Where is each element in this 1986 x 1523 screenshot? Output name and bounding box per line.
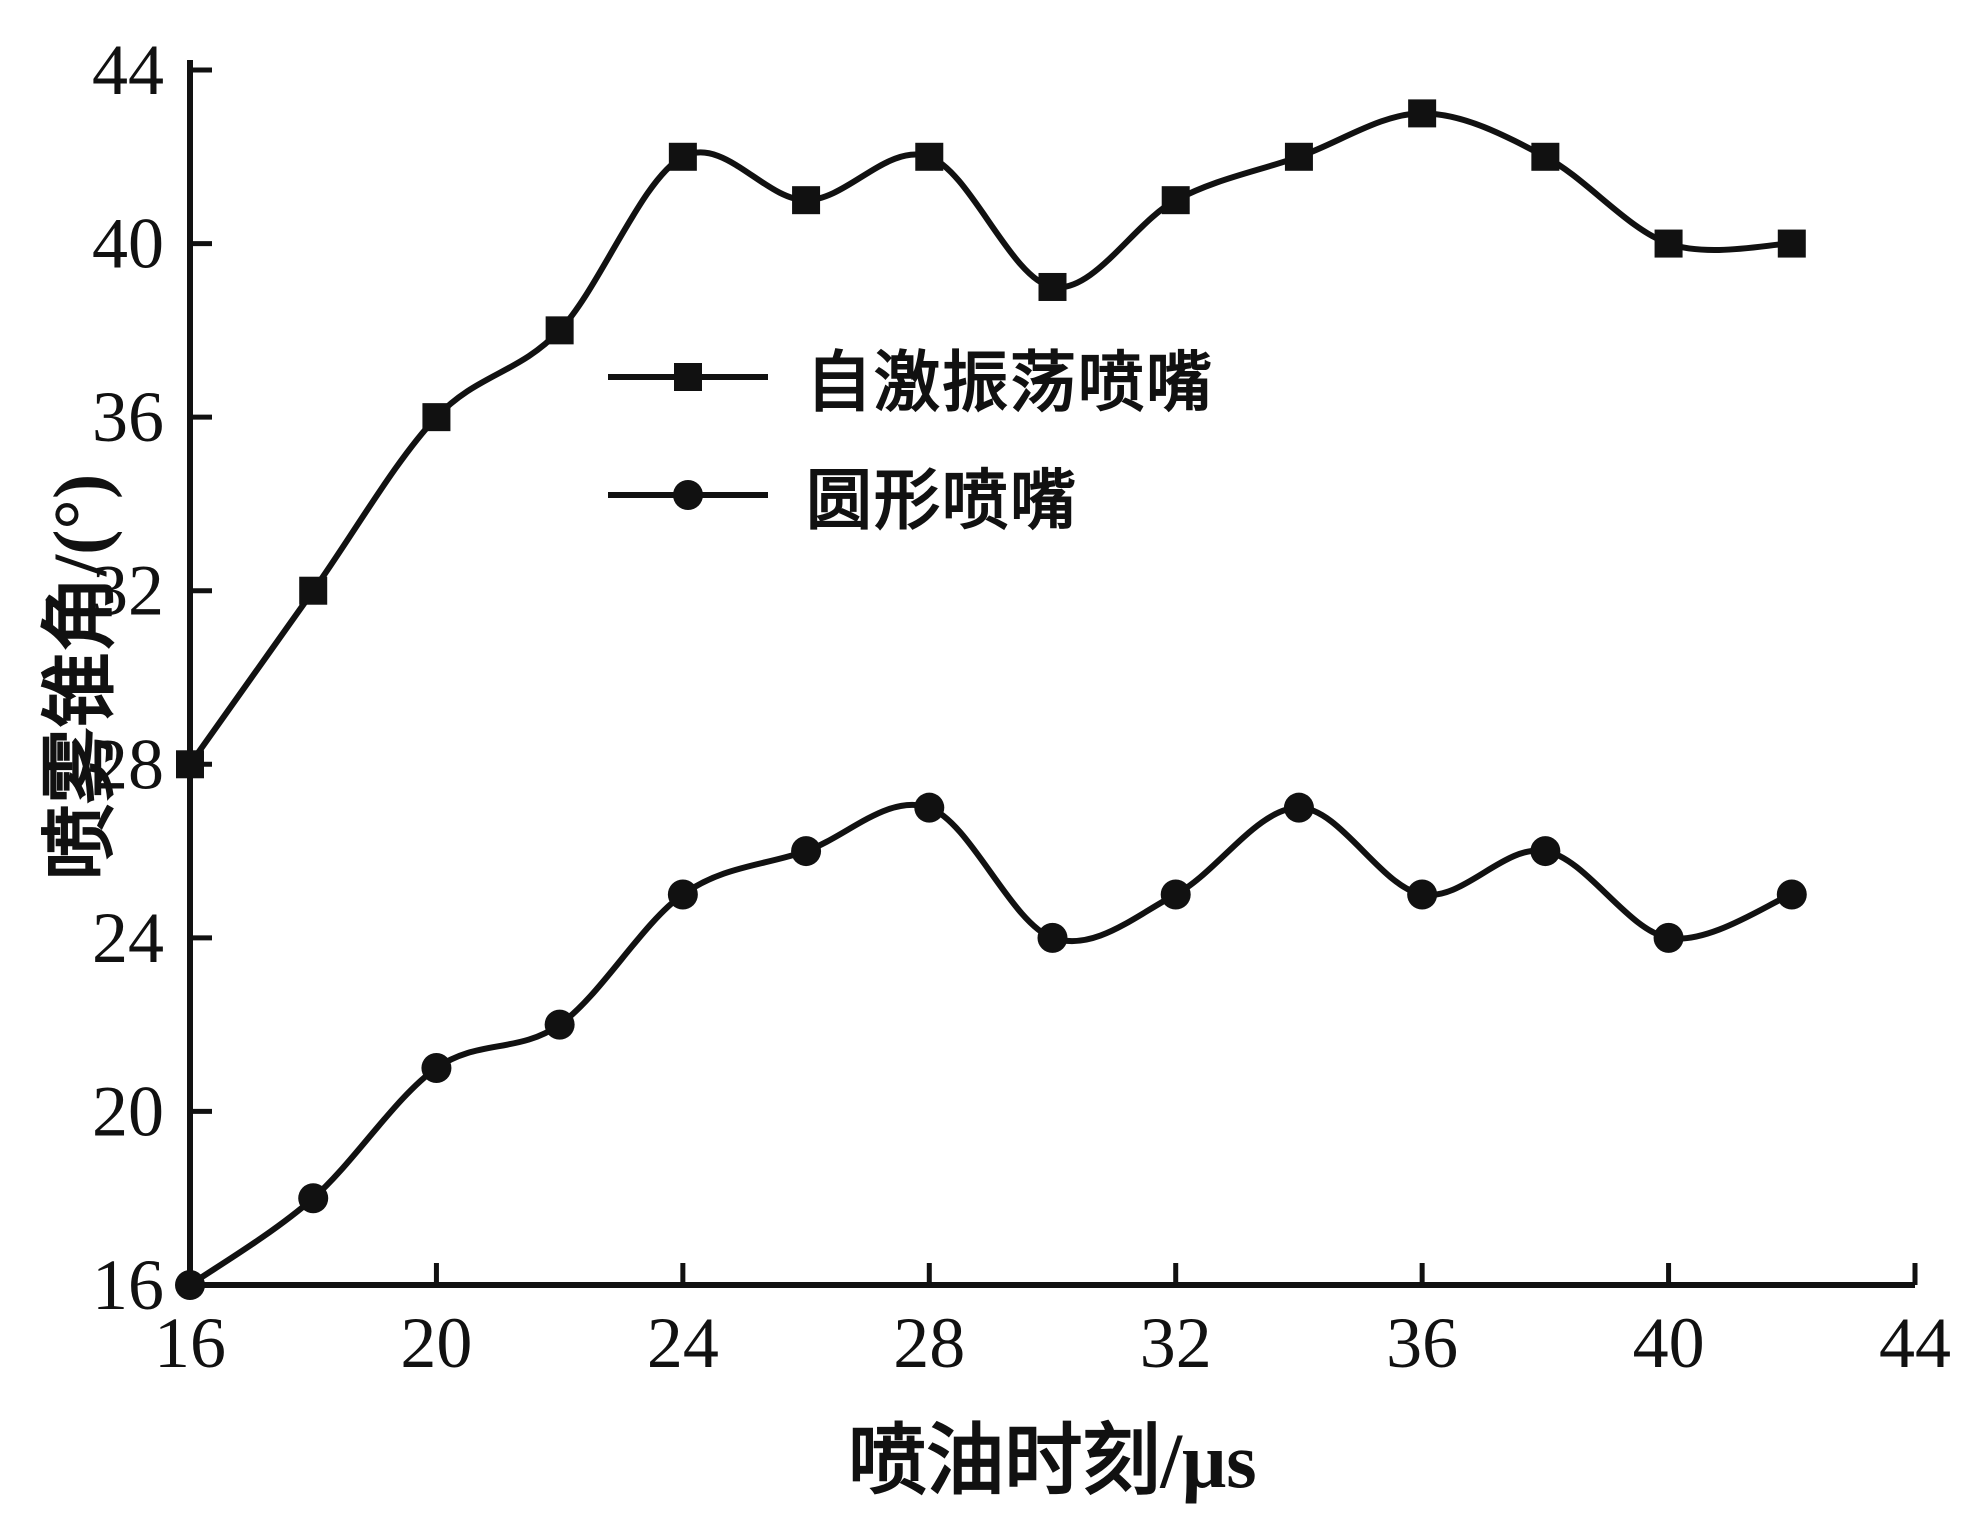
data-point-circle-marker — [1160, 879, 1191, 910]
x-tick-label: 20 — [400, 1303, 472, 1383]
data-point-square-marker — [299, 576, 328, 605]
data-point-circle-marker — [1407, 879, 1438, 910]
circle-marker-icon — [673, 480, 703, 510]
data-point-square-marker — [915, 142, 944, 171]
x-tick-label: 44 — [1879, 1303, 1951, 1383]
y-tick-label: 16 — [92, 1245, 164, 1325]
data-point-circle-marker — [1776, 879, 1807, 910]
data-point-square-marker — [668, 142, 697, 171]
data-point-square-marker — [1654, 229, 1683, 258]
legend-label: 自激振荡喷嘴 — [806, 347, 1214, 420]
data-point-circle-marker — [544, 1009, 575, 1040]
data-point-square-marker — [1284, 142, 1313, 171]
data-point-circle-marker — [1653, 922, 1684, 953]
data-point-circle-marker — [667, 879, 698, 910]
y-tick-label: 36 — [92, 377, 164, 457]
data-point-square-marker — [1161, 186, 1190, 215]
data-point-square-marker — [1408, 99, 1437, 128]
legend-label: 圆形喷嘴 — [806, 465, 1078, 538]
x-tick-label: 16 — [154, 1303, 226, 1383]
x-tick-label: 24 — [647, 1303, 719, 1383]
data-point-circle-marker — [421, 1053, 452, 1084]
x-tick-label: 28 — [893, 1303, 965, 1383]
data-point-circle-marker — [791, 836, 822, 867]
data-point-circle-marker — [1037, 922, 1068, 953]
legend-item-circular-nozzle: 圆形喷嘴 — [608, 436, 1214, 554]
x-tick-label: 32 — [1140, 1303, 1212, 1383]
data-point-square-marker — [1777, 229, 1806, 258]
data-point-circle-marker — [1283, 792, 1314, 823]
square-marker-icon — [674, 363, 702, 391]
data-point-square-marker — [1531, 142, 1560, 171]
square-series-swatch-icon — [608, 363, 768, 391]
y-axis-label: 喷雾锥角/(°) — [39, 473, 123, 880]
legend-item-oscillating-nozzle: 自激振荡喷嘴 — [608, 318, 1214, 436]
y-tick-label: 44 — [92, 30, 164, 110]
y-tick-label: 20 — [92, 1071, 164, 1151]
data-point-square-marker — [1038, 272, 1067, 301]
legend: 自激振荡喷嘴 圆形喷嘴 — [608, 318, 1214, 554]
data-point-circle-marker — [298, 1183, 329, 1214]
x-axis-label: 喷油时刻/μs — [848, 1417, 1257, 1504]
x-tick-label: 36 — [1386, 1303, 1458, 1383]
y-tick-label: 32 — [92, 551, 164, 631]
data-point-square-marker — [792, 186, 821, 215]
data-point-square-marker — [545, 316, 574, 345]
y-tick-label: 40 — [92, 204, 164, 284]
y-tick-label: 28 — [92, 724, 164, 804]
data-point-circle-marker — [914, 792, 945, 823]
y-tick-label: 24 — [92, 898, 164, 978]
data-point-square-marker — [422, 403, 451, 432]
data-point-circle-marker — [175, 1270, 205, 1300]
series-line-circle — [188, 801, 1793, 1288]
data-point-square-marker — [176, 750, 204, 779]
x-tick-label: 40 — [1633, 1303, 1705, 1383]
circle-series-swatch-icon — [608, 480, 768, 510]
data-point-circle-marker — [1530, 836, 1561, 867]
